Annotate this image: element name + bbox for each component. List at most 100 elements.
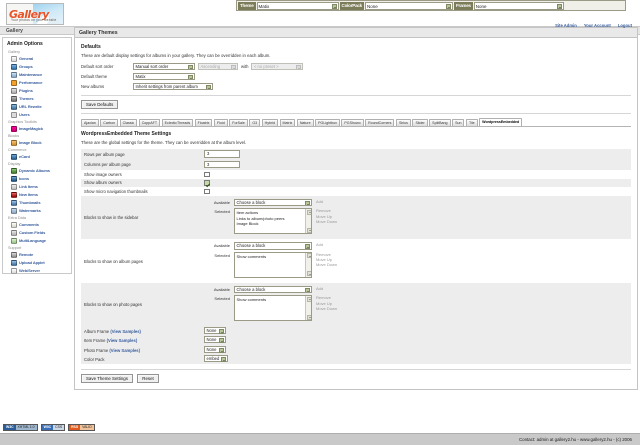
tab-floatrix[interactable]: Floatrix <box>194 118 213 126</box>
album-frame-select[interactable]: None <box>204 326 226 334</box>
album-add-link[interactable]: Add <box>316 242 324 248</box>
photo-move-up-link[interactable]: Move Up <box>316 300 333 306</box>
tab-roundcorners[interactable]: RoundCorners <box>365 118 395 126</box>
album-selected-listbox[interactable]: Show comments <box>234 251 312 278</box>
sidebar-item-themes[interactable]: Themes <box>11 95 68 102</box>
sidebar-item-plugins[interactable]: Plugins <box>11 87 68 94</box>
sidebar-item-performance[interactable]: Performance <box>11 79 68 86</box>
album-move-down-link[interactable]: Move Down <box>316 262 338 268</box>
list-item[interactable]: Show comments <box>236 253 267 259</box>
scroll-down-icon[interactable] <box>306 314 311 320</box>
frames-select[interactable]: None <box>473 1 564 10</box>
tab-sun[interactable]: Sun <box>452 118 465 126</box>
tab-ajaxian[interactable]: Ajaxian <box>81 118 99 126</box>
sort-direction-select[interactable]: Ascending <box>198 62 238 71</box>
sidebar-item-icons[interactable]: Icons <box>11 175 68 182</box>
new-albums-select[interactable]: Inherit settings from parent album <box>133 82 213 91</box>
show-image-owners-checkbox[interactable] <box>204 171 210 178</box>
tab-wordpressembedded[interactable]: WordpressEmbedded <box>479 118 523 126</box>
show-micro-nav-checkbox[interactable] <box>204 188 210 195</box>
photo-available-select[interactable]: Choose a block <box>234 285 312 294</box>
album-frame-view-samples-link[interactable]: (View Samples) <box>110 328 141 334</box>
tab-hybrid[interactable]: Hybrid <box>261 118 279 126</box>
scrollbar[interactable] <box>305 209 311 234</box>
tab-eclecticthreads[interactable]: EclecticThreads <box>161 118 194 126</box>
show-album-owners-checkbox[interactable] <box>204 180 210 186</box>
scrollbar[interactable] <box>305 252 311 277</box>
tab-tile[interactable]: Tile <box>465 118 478 126</box>
tab-nature[interactable]: Nature <box>296 118 314 126</box>
list-item[interactable]: Show comments <box>236 297 267 303</box>
sidebar-item-users[interactable]: Users <box>11 111 68 118</box>
scrollbar[interactable] <box>305 296 311 321</box>
sidebar-available-select[interactable]: Choose a block <box>234 198 312 207</box>
sidebar-item-link-items[interactable]: Link Items <box>11 183 68 190</box>
tab-pglightbox[interactable]: PGLightbox <box>315 118 340 126</box>
columns-per-page-input[interactable]: 3 <box>204 160 240 169</box>
scroll-down-icon[interactable] <box>306 271 311 277</box>
list-item[interactable]: Image Block <box>236 220 259 226</box>
photo-move-down-link[interactable]: Move Down <box>316 305 338 311</box>
item-frame-select[interactable]: None <box>204 336 226 344</box>
sort-preset-select[interactable]: < no preset > <box>251 62 304 71</box>
scroll-up-icon[interactable] <box>306 253 311 259</box>
your-account-link[interactable]: Your Account <box>583 23 611 28</box>
tab-sirius[interactable]: Sirius <box>395 118 411 126</box>
tab-g3[interactable]: G3 <box>249 118 261 126</box>
sidebar-item-custom-fields[interactable]: Custom Fields <box>11 229 68 236</box>
sidebar-add-link[interactable]: Add <box>316 198 324 204</box>
scroll-up-icon[interactable] <box>306 209 311 215</box>
sidebar-item-upload-applet[interactable]: Upload Applet <box>11 259 68 266</box>
album-available-select[interactable]: Choose a block <box>234 242 312 250</box>
tab-classic[interactable]: Classic <box>119 118 138 126</box>
sidebar-remove-link[interactable]: Remove <box>316 208 331 214</box>
sidebar-item-multilanguage[interactable]: MultiLanguage <box>11 237 68 244</box>
photo-selected-listbox[interactable]: Show comments <box>234 295 312 322</box>
save-defaults-button[interactable]: Save Defaults <box>81 100 119 109</box>
tab-coppaft[interactable]: CoppAFT <box>138 118 161 126</box>
sidebar-item-url-rewrite[interactable]: URL Rewrite <box>11 103 68 110</box>
tab-splitbang[interactable]: SplitBang <box>429 118 451 126</box>
scroll-up-icon[interactable] <box>306 296 311 302</box>
sidebar-item-dynamic-albums[interactable]: Dynamic Albums <box>11 167 68 174</box>
sidebar-item-web-server[interactable]: Web/Server <box>11 267 68 274</box>
save-theme-settings-button[interactable]: Save Theme Settings <box>81 374 133 384</box>
scroll-down-icon[interactable] <box>306 227 311 233</box>
album-move-up-link[interactable]: Move Up <box>316 257 333 263</box>
sidebar-item-thumbnails[interactable]: Thumbnails <box>11 199 68 206</box>
rss-validator-badge[interactable]: RSS VALID <box>68 424 95 431</box>
sidebar-selected-listbox[interactable]: Item actions Links to album/photo peers … <box>234 208 312 235</box>
album-remove-link[interactable]: Remove <box>316 251 331 257</box>
xhtml-validator-badge[interactable]: W3C XHTML 1.0 <box>3 424 38 431</box>
sidebar-item-comments[interactable]: Comments <box>11 221 68 228</box>
tab-fluid[interactable]: Fluid <box>213 118 228 126</box>
logout-link[interactable]: Logout <box>617 23 632 28</box>
sidebar-item-watermarks[interactable]: Watermarks <box>11 207 68 214</box>
list-item[interactable]: Links to album/photo peers <box>236 215 285 221</box>
sidebar-item-ecard[interactable]: eCard <box>11 153 68 160</box>
sidebar-item-imagemagick[interactable]: ImageMagick <box>11 125 68 132</box>
sidebar-item-new-items[interactable]: New Items <box>11 191 68 198</box>
sidebar-item-remote[interactable]: Remote <box>11 251 68 258</box>
color-pack-select[interactable]: embed <box>204 355 229 363</box>
photo-frame-select[interactable]: None <box>204 345 226 353</box>
css-validator-badge[interactable]: W3C CSS <box>40 424 66 431</box>
gallery-logo[interactable]: Gallery Your photos on your website <box>6 3 64 25</box>
sidebar-move-up-link[interactable]: Move Up <box>316 213 333 219</box>
site-admin-link[interactable]: Site Admin <box>555 23 577 28</box>
sidebar-item-maintenance[interactable]: Maintenance <box>11 71 68 78</box>
photo-add-link[interactable]: Add <box>316 285 324 291</box>
default-sort-order-select[interactable]: Manual sort order <box>133 62 195 71</box>
colorpack-select[interactable]: None <box>364 1 453 10</box>
tab-carbon[interactable]: Carbon <box>100 118 119 126</box>
tab-forsale[interactable]: ForSale <box>229 118 248 126</box>
list-item[interactable]: Item actions <box>236 210 259 216</box>
reset-button[interactable]: Reset <box>137 374 159 384</box>
tab-slider[interactable]: Slider <box>412 118 428 126</box>
rows-per-page-input[interactable]: 3 <box>204 150 240 158</box>
sidebar-item-groups[interactable]: Groups <box>11 63 68 70</box>
tab-pgshowo[interactable]: PGShowo <box>341 118 364 126</box>
default-theme-select[interactable]: Matix <box>133 72 195 81</box>
breadcrumb[interactable]: Gallery <box>6 28 23 34</box>
sidebar-move-down-link[interactable]: Move Down <box>316 218 338 224</box>
